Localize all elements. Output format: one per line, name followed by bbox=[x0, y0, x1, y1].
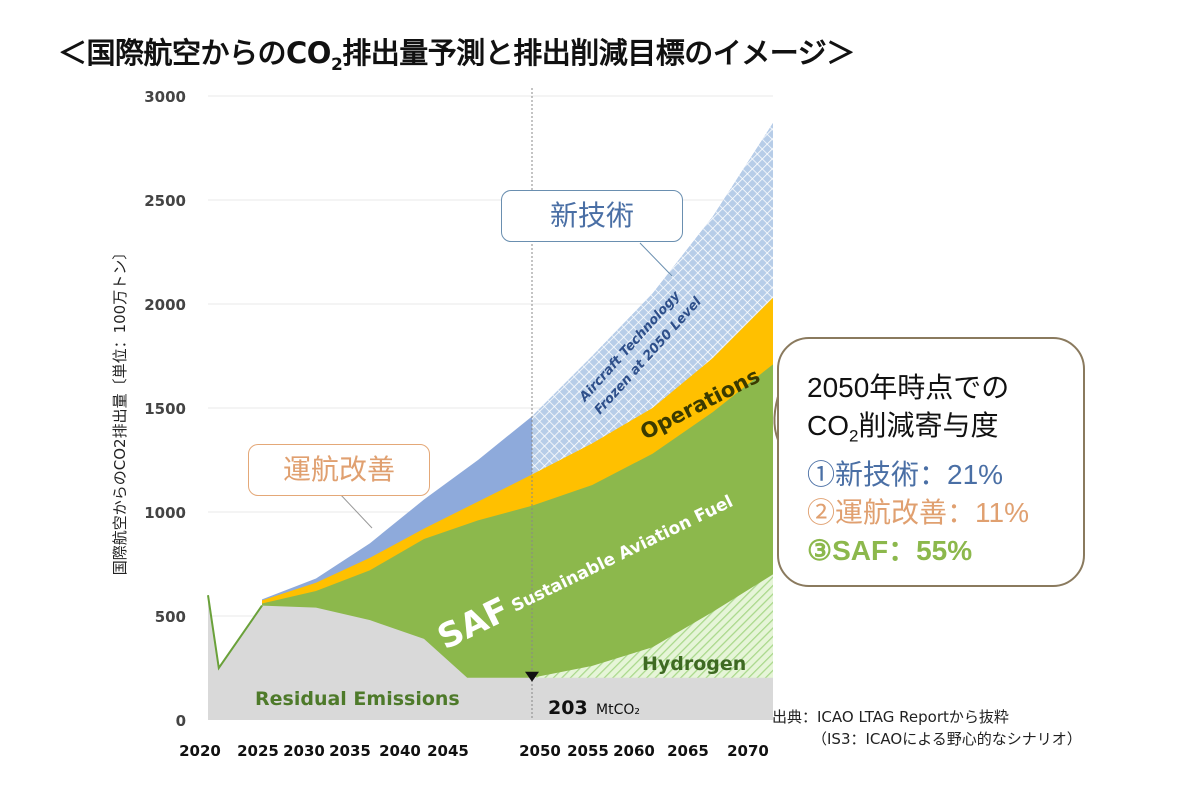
early-emissions-line bbox=[207, 595, 263, 671]
callout-ops-pointer bbox=[339, 493, 373, 529]
callout-operations-text: 運航改善 bbox=[282, 453, 395, 486]
callout-operations: 運航改善 bbox=[248, 444, 430, 496]
y-axis-label: 国際航空からのCO2排出量〔単位：100万トン〕 bbox=[111, 245, 129, 575]
contribution-infobox: 2050年時点での CO2削減寄与度 ①新技術：21% ②運航改善：11% ③S… bbox=[777, 337, 1085, 587]
callout-new-technology: 新技術 bbox=[501, 190, 683, 242]
y-tick-label: 500 bbox=[155, 608, 186, 626]
infobox-co: CO bbox=[807, 410, 849, 441]
y-tick-label: 2500 bbox=[144, 192, 186, 210]
callout-new-technology-text: 新技術 bbox=[549, 199, 634, 232]
infobox-line1: 2050年時点での bbox=[807, 372, 1010, 403]
source-line2: （IS3：ICAOによる野心的なシナリオ） bbox=[812, 730, 1082, 748]
diamond-marker-icon bbox=[525, 671, 539, 682]
infobox-sub: 2 bbox=[849, 426, 859, 446]
x-tick-label: 2045 bbox=[427, 742, 469, 760]
infobox-item-saf: ③SAF：55% bbox=[807, 534, 973, 566]
x-tick-label: 2050 bbox=[519, 742, 561, 760]
label-residual-emissions: Residual Emissions bbox=[255, 688, 460, 710]
infobox-item-ops: ②運航改善：11% bbox=[807, 496, 1029, 528]
source-note: 出典：ICAO LTAG Reportから抜粋 （IS3：ICAOによる野心的な… bbox=[772, 706, 1082, 750]
x-tick-label: 2025 bbox=[237, 742, 279, 760]
chart-title: ＜国際航空からのCO2排出量予測と排出削減目標のイメージ＞ bbox=[58, 30, 855, 75]
x-tick-label: 2035 bbox=[329, 742, 371, 760]
x-tick-label: 2065 bbox=[667, 742, 709, 760]
x-tick-label: 2070 bbox=[727, 742, 769, 760]
x-tick-label: 2055 bbox=[567, 742, 609, 760]
label-hydrogen: Hydrogen bbox=[642, 653, 746, 675]
y-tick-label: 3000 bbox=[144, 88, 186, 106]
x-tick-label: 2020 bbox=[179, 742, 221, 760]
y-tick-label: 2000 bbox=[144, 296, 186, 314]
y-tick-label: 1000 bbox=[144, 504, 186, 522]
y-tick-label: 0 bbox=[176, 712, 186, 730]
area-residual-emissions bbox=[208, 595, 773, 720]
label-residual-unit: MtCO₂ bbox=[596, 702, 640, 718]
infobox-line2-suffix: 削減寄与度 bbox=[858, 410, 999, 441]
x-tick-label: 2040 bbox=[379, 742, 421, 760]
title-prefix: ＜国際航空からのCO bbox=[58, 36, 331, 70]
y-tick-label: 1500 bbox=[144, 400, 186, 418]
infobox-line2: CO2削減寄与度 bbox=[807, 407, 1083, 456]
title-subscript: 2 bbox=[330, 54, 343, 75]
x-tick-label: 2030 bbox=[283, 742, 325, 760]
label-residual-value: 203 bbox=[548, 697, 588, 719]
source-line1: 出典：ICAO LTAG Reportから抜粋 bbox=[772, 708, 1009, 726]
infobox-item-tech: ①新技術：21% bbox=[807, 458, 1004, 490]
x-tick-label: 2060 bbox=[613, 742, 655, 760]
callout-tech-pointer bbox=[639, 242, 673, 277]
title-suffix: 排出量予測と排出削減目標のイメージ＞ bbox=[342, 36, 855, 70]
